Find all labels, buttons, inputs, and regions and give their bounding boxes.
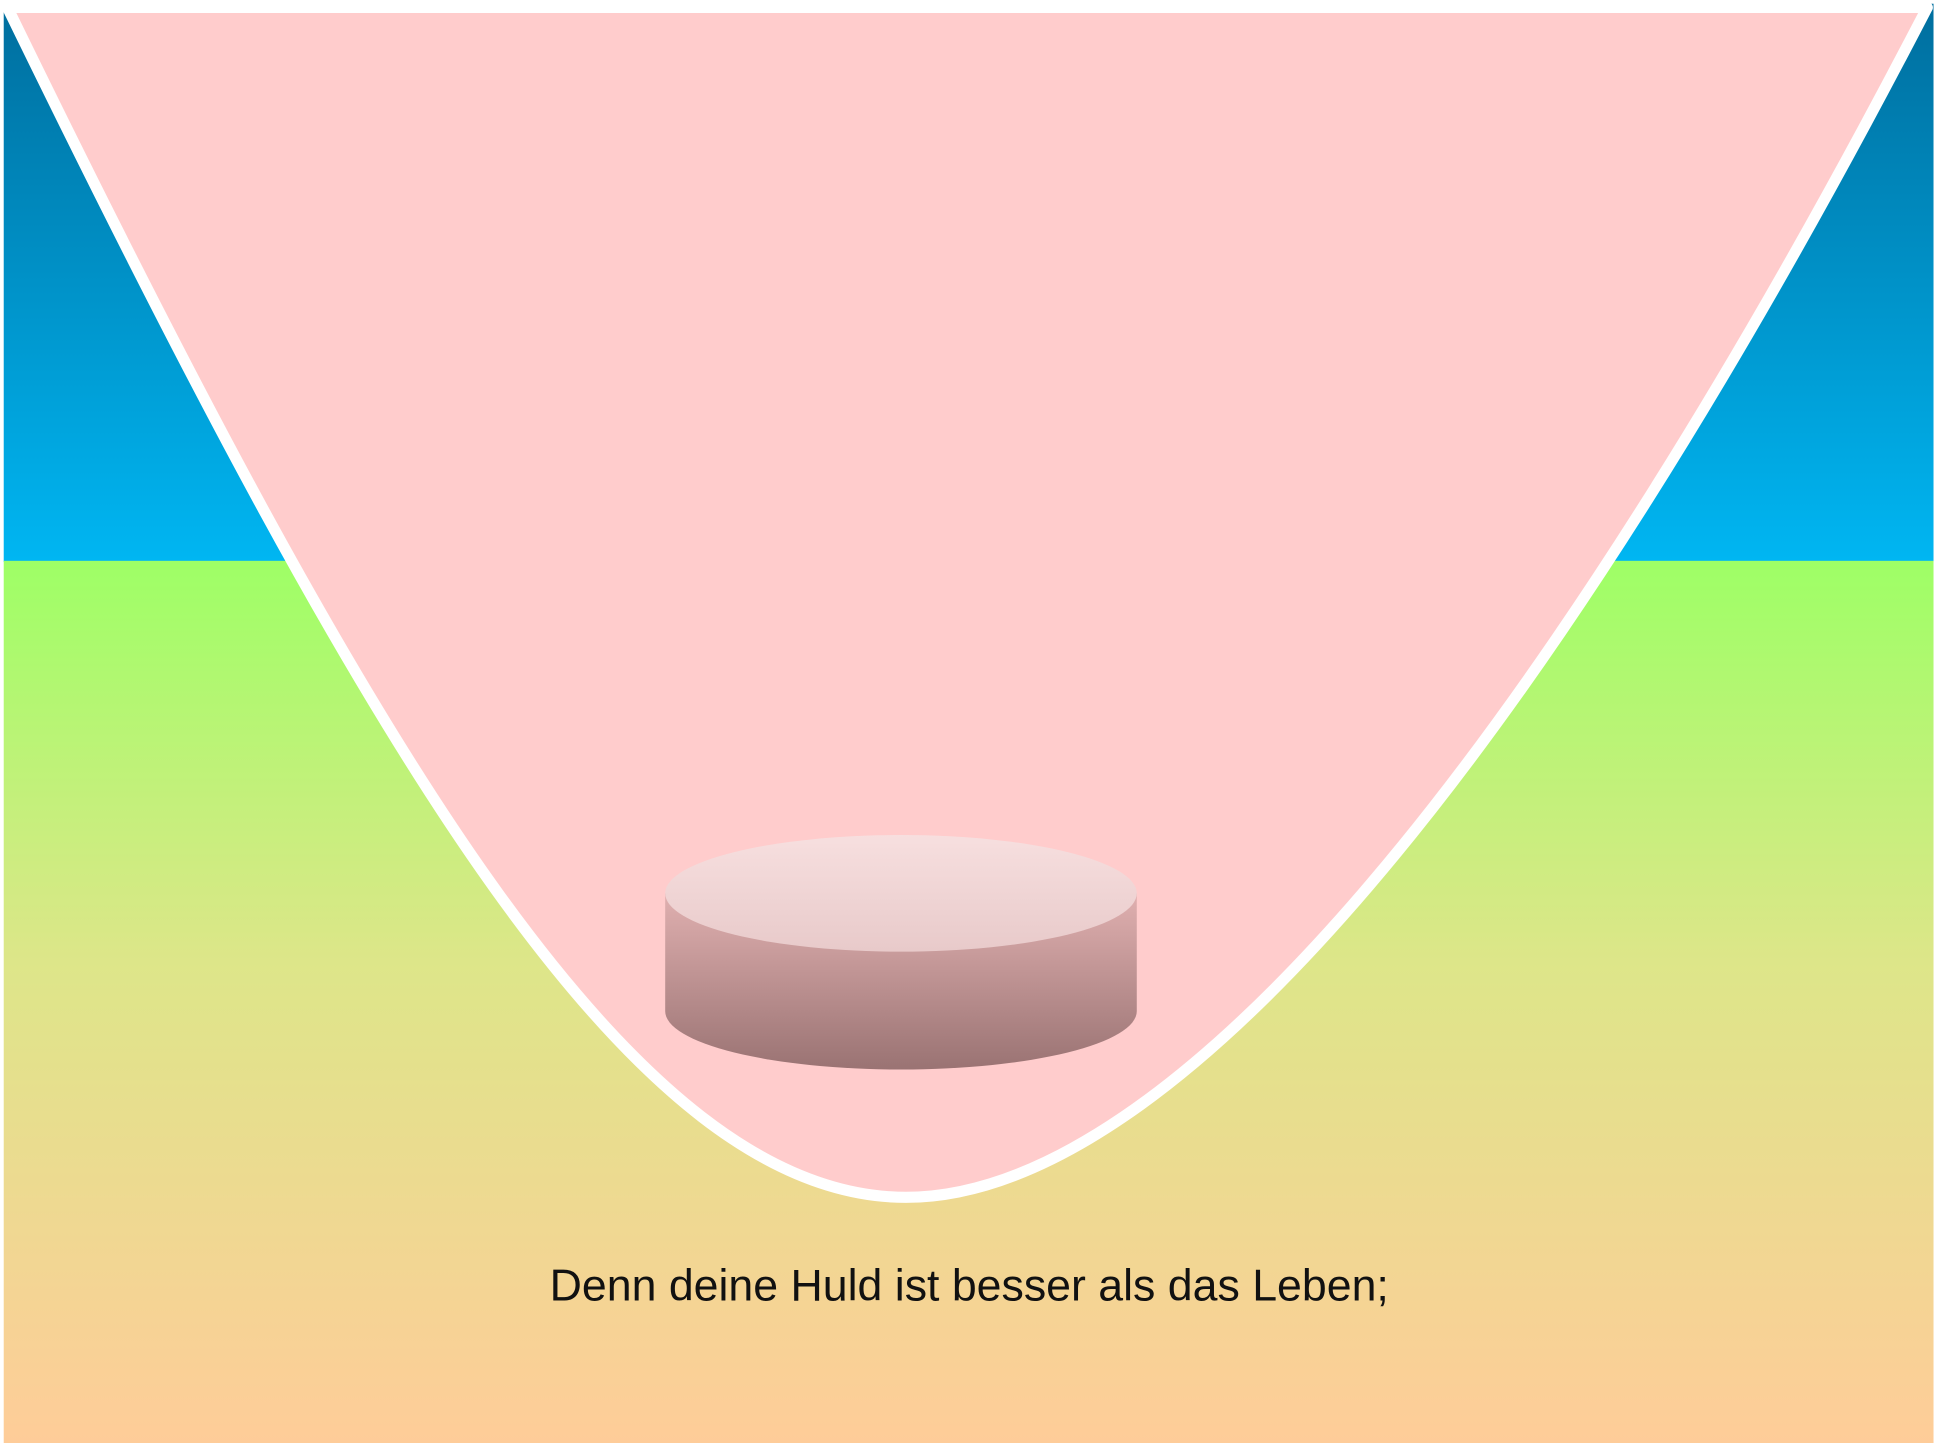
illustration: Denn deine Huld ist besser als das Leben… <box>0 0 1936 1443</box>
caption: Denn deine Huld ist besser als das Leben… <box>550 1261 1389 1310</box>
cylinder <box>665 835 1137 1070</box>
page: Denn deine Huld ist besser als das Leben… <box>0 0 1936 1443</box>
cylinder-top <box>665 835 1137 952</box>
